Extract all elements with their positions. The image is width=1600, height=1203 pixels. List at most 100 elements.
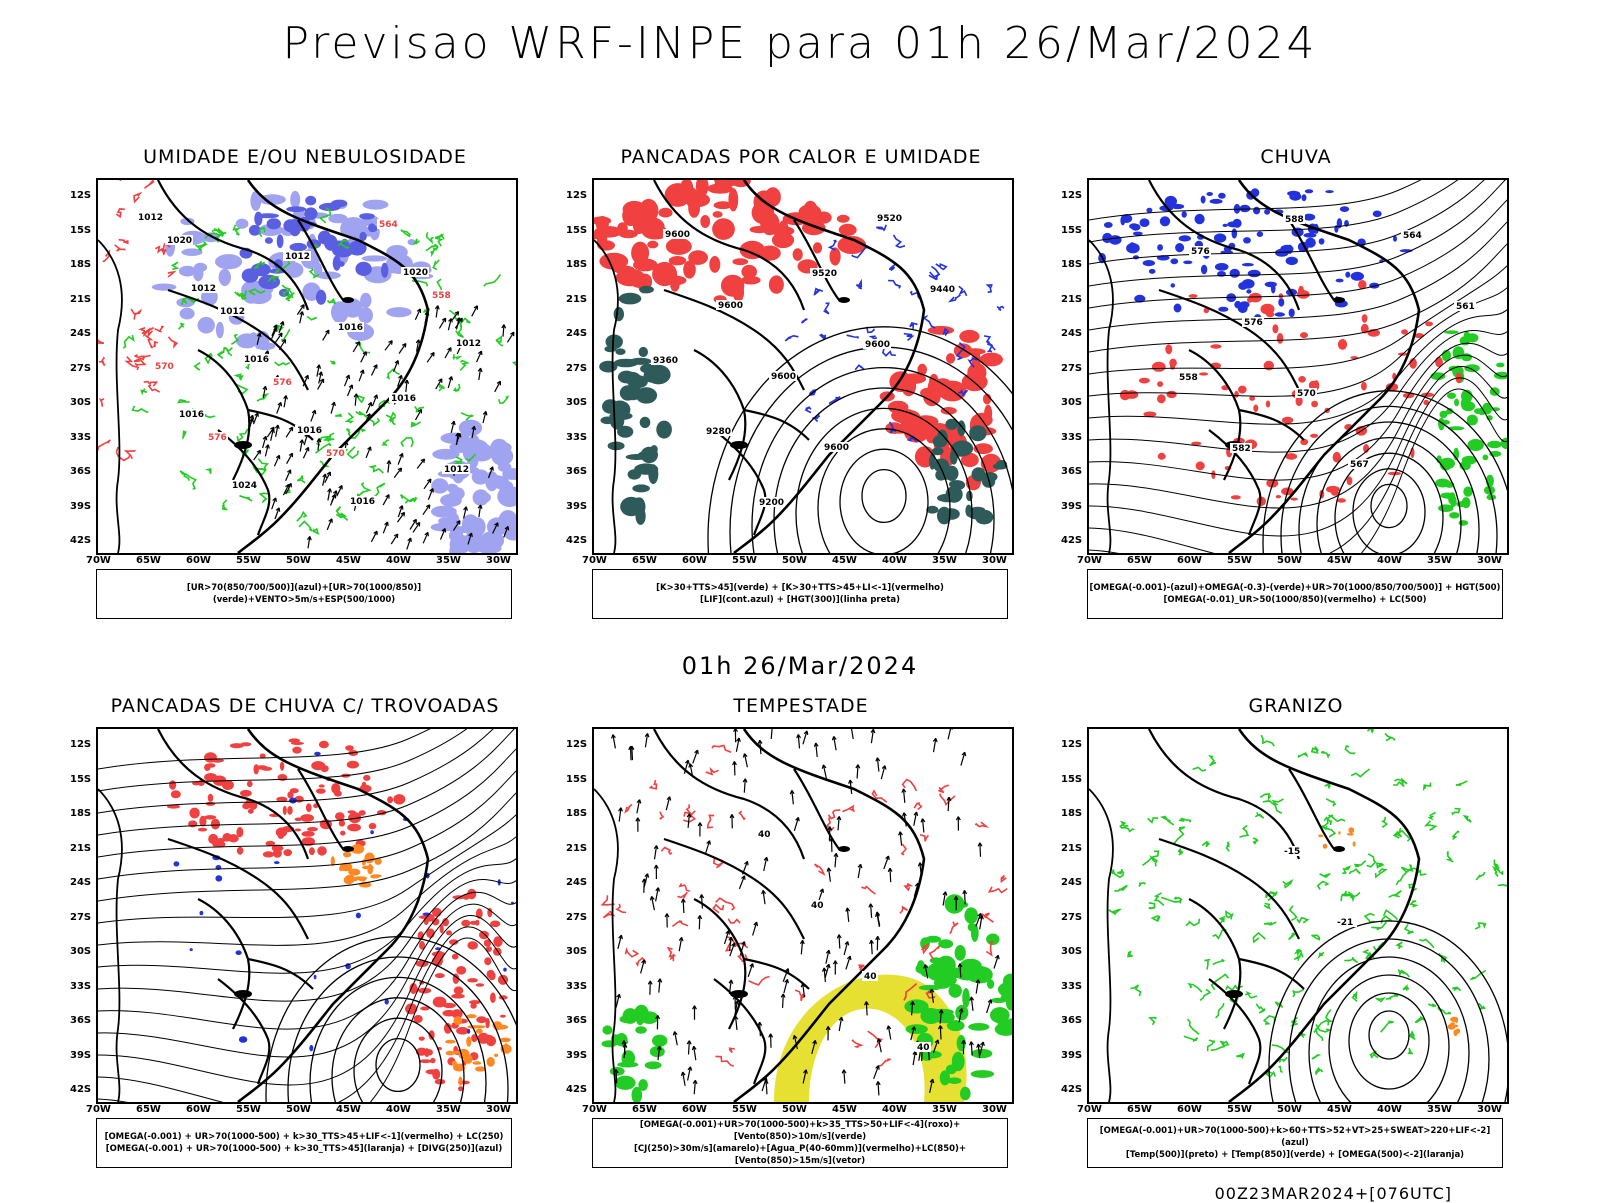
- legend-line: [LIF](cont.azul) + [HGT(300)](linha pret…: [593, 594, 1007, 606]
- longitude-tick-label: 65W: [632, 1104, 657, 1115]
- temp-500-contour: [1349, 993, 1429, 1089]
- omega-blue-area: [1336, 279, 1344, 283]
- lifted-index-contour: [814, 289, 823, 295]
- lake: [342, 846, 354, 852]
- temp-850-contour: [1290, 906, 1297, 921]
- omega-blue-area: [1246, 289, 1251, 293]
- latitude-tick-label: 18S: [566, 259, 587, 270]
- panel-title: PANCADAS DE CHUVA C/ TROVOADAS: [76, 695, 534, 717]
- contour-label: 9280: [706, 427, 731, 437]
- longitude-tick-label: 55W: [236, 1104, 261, 1115]
- convection-red-area: [419, 1037, 425, 1041]
- latitude-tick-label: 30S: [566, 946, 587, 957]
- convection-red-area: [319, 741, 329, 749]
- country-border: [654, 729, 804, 859]
- omega-red-area: [1291, 498, 1298, 501]
- convection-orange-area: [454, 1016, 463, 1025]
- latitude-tick-label: 39S: [1061, 1050, 1082, 1061]
- temp-850-contour: [1128, 951, 1133, 957]
- convection-red-area: [393, 794, 405, 804]
- temp-850-contour: [1498, 884, 1507, 886]
- latitude-tick-label: 21S: [566, 843, 587, 854]
- humidity-green-contour: [415, 407, 424, 413]
- latitude-tick-label: 33S: [566, 432, 587, 443]
- convection-red-area: [485, 1018, 489, 1028]
- map-canvas: 9600960096009600952094409360928092009520…: [594, 180, 1012, 553]
- divergence-blue-spot: [174, 861, 180, 866]
- omega-red-area: [1210, 344, 1221, 348]
- precipitable-water-contour: [905, 884, 911, 890]
- thickness-contour: [101, 399, 104, 407]
- lifted-index-contour: [824, 303, 829, 314]
- longitude-tick-label: 35W: [436, 1104, 461, 1115]
- instability-teal-area: [950, 449, 958, 464]
- convection-red-area: [467, 978, 478, 982]
- omega-orange-spot: [1448, 1024, 1456, 1030]
- contour-label: 9520: [877, 214, 902, 224]
- temp-850-contour: [1149, 903, 1155, 909]
- contour-label: 1016: [179, 410, 204, 420]
- contour-label: 9600: [865, 340, 890, 350]
- latitude-tick-label: 36S: [70, 1015, 91, 1026]
- humidity-blue-area: [363, 200, 389, 210]
- wind-850-green-area: [957, 1035, 966, 1051]
- convection-orange-area: [464, 1057, 471, 1060]
- legend-line: [OMEGA(-0.001)+UR>70(1000-500)+k>35_TTS>…: [593, 1119, 1007, 1143]
- instability-teal-area: [617, 426, 633, 438]
- latitude-tick-label: 36S: [70, 466, 91, 477]
- humidity-green-contour: [179, 323, 184, 329]
- omega-green-area: [1456, 501, 1466, 507]
- temp-500-contour: [1309, 957, 1469, 1102]
- temp-850-contour: [1184, 1036, 1198, 1041]
- convection-red-area: [348, 810, 356, 813]
- wind-850-green-area: [615, 1076, 636, 1090]
- omega-red-area: [1361, 382, 1367, 391]
- omega-red-area: [1253, 405, 1258, 412]
- precipitable-water-contour: [680, 883, 690, 891]
- temp-850-contour: [1114, 885, 1127, 891]
- omega-blue-area: [1271, 283, 1276, 293]
- temp-850-contour: [1148, 818, 1158, 823]
- omega-red-area: [1282, 417, 1293, 424]
- humidity-blue-area: [358, 307, 373, 323]
- legend-line: [OMEGA(-0.001) + UR>70(1000-500) + k>30_…: [97, 1143, 511, 1155]
- temp-850-contour: [1384, 910, 1398, 920]
- latitude-tick-label: 15S: [566, 774, 587, 785]
- omega-blue-area: [1278, 298, 1284, 307]
- omega-blue-area: [1325, 190, 1333, 193]
- omega-red-area: [1362, 314, 1368, 323]
- convection-red-area: [311, 761, 325, 770]
- longitude-tick-label: 40W: [882, 555, 907, 566]
- contour-label: 570: [155, 362, 174, 372]
- omega-blue-area: [1146, 208, 1152, 213]
- instability-red-area: [683, 261, 696, 279]
- omega-red-area: [1264, 361, 1274, 371]
- temp-850-contour: [1245, 993, 1257, 998]
- humidity-green-contour: [461, 413, 473, 420]
- precipitable-water-contour: [617, 904, 626, 913]
- temp-850-contour: [1351, 769, 1370, 777]
- precipitable-water-contour: [668, 948, 675, 957]
- humidity-blue-area: [360, 293, 371, 308]
- convection-red-area: [254, 764, 259, 774]
- omega-blue-area: [1143, 260, 1155, 266]
- temp-850-contour: [1477, 872, 1485, 880]
- temp-850-contour: [1202, 842, 1209, 847]
- divergence-blue-spot: [190, 948, 193, 951]
- convection-red-area: [467, 941, 478, 949]
- legend-line: [CJ(250)>30m/s](amarelo)+[Agua_P(40-60mm…: [593, 1143, 1007, 1167]
- instability-red-area: [733, 282, 744, 303]
- instability-red-area: [799, 204, 822, 219]
- omega-red-area: [1199, 372, 1208, 375]
- legend-line: [K>30+TTS>45](verde) + [K>30+TTS>45+LI<-…: [593, 582, 1007, 594]
- humidity-green-contour: [330, 361, 335, 364]
- contour-label: 564: [1403, 231, 1422, 241]
- humidity-blue-area: [257, 213, 279, 218]
- temp-850-contour: [1325, 783, 1331, 788]
- precipitable-water-contour: [950, 922, 959, 934]
- latitude-tick-label: 18S: [70, 808, 91, 819]
- convection-red-area: [295, 818, 302, 822]
- longitude-tick-label: 30W: [1477, 1104, 1502, 1115]
- humidity-green-contour: [328, 299, 336, 303]
- humidity-green-contour: [218, 347, 224, 358]
